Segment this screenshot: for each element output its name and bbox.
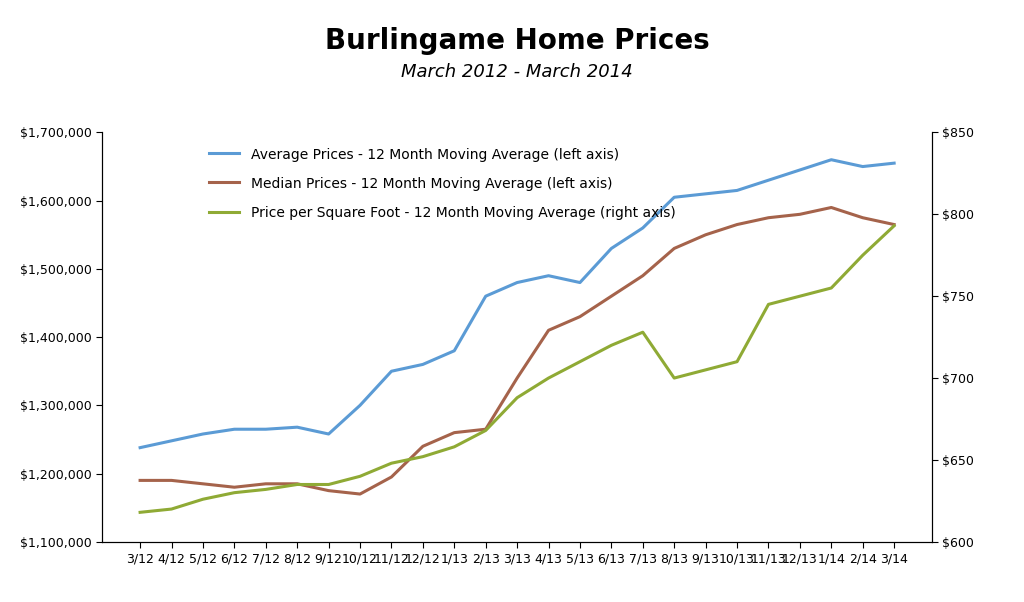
Average Prices - 12 Month Moving Average (left axis) xyxy=(354,402,367,409)
Median Prices - 12 Month Moving Average (left axis) xyxy=(260,480,272,488)
Average Prices - 12 Month Moving Average (left axis) xyxy=(543,272,555,279)
Price per Square Foot - 12 Month Moving Average (right axis) xyxy=(857,252,869,259)
Average Prices - 12 Month Moving Average (left axis) xyxy=(197,430,209,438)
Median Prices - 12 Month Moving Average (left axis) xyxy=(605,293,617,300)
Price per Square Foot - 12 Month Moving Average (right axis) xyxy=(605,342,617,349)
Price per Square Foot - 12 Month Moving Average (right axis) xyxy=(511,394,523,402)
Median Prices - 12 Month Moving Average (left axis) xyxy=(731,221,743,228)
Median Prices - 12 Month Moving Average (left axis) xyxy=(228,483,241,491)
Median Prices - 12 Month Moving Average (left axis) xyxy=(794,211,806,218)
Price per Square Foot - 12 Month Moving Average (right axis) xyxy=(637,329,649,336)
Average Prices - 12 Month Moving Average (left axis) xyxy=(857,163,869,170)
Average Prices - 12 Month Moving Average (left axis) xyxy=(449,347,461,355)
Median Prices - 12 Month Moving Average (left axis) xyxy=(197,480,209,488)
Price per Square Foot - 12 Month Moving Average (right axis) xyxy=(731,358,743,365)
Median Prices - 12 Month Moving Average (left axis) xyxy=(134,477,146,484)
Median Prices - 12 Month Moving Average (left axis) xyxy=(888,221,900,228)
Text: Burlingame Home Prices: Burlingame Home Prices xyxy=(325,27,710,55)
Median Prices - 12 Month Moving Average (left axis) xyxy=(668,245,680,252)
Price per Square Foot - 12 Month Moving Average (right axis) xyxy=(291,481,303,488)
Price per Square Foot - 12 Month Moving Average (right axis) xyxy=(166,506,178,513)
Legend: Average Prices - 12 Month Moving Average (left axis), Median Prices - 12 Month M: Average Prices - 12 Month Moving Average… xyxy=(209,147,675,220)
Text: March 2012 - March 2014: March 2012 - March 2014 xyxy=(401,63,633,81)
Median Prices - 12 Month Moving Average (left axis) xyxy=(449,429,461,436)
Average Prices - 12 Month Moving Average (left axis) xyxy=(637,225,649,232)
Average Prices - 12 Month Moving Average (left axis) xyxy=(385,368,397,375)
Average Prices - 12 Month Moving Average (left axis) xyxy=(417,361,429,368)
Median Prices - 12 Month Moving Average (left axis) xyxy=(762,214,774,222)
Line: Price per Square Foot - 12 Month Moving Average (right axis): Price per Square Foot - 12 Month Moving … xyxy=(140,226,894,512)
Line: Median Prices - 12 Month Moving Average (left axis): Median Prices - 12 Month Moving Average … xyxy=(140,208,894,494)
Price per Square Foot - 12 Month Moving Average (right axis) xyxy=(385,459,397,467)
Price per Square Foot - 12 Month Moving Average (right axis) xyxy=(228,489,241,496)
Average Prices - 12 Month Moving Average (left axis) xyxy=(323,430,335,438)
Average Prices - 12 Month Moving Average (left axis) xyxy=(668,194,680,201)
Median Prices - 12 Month Moving Average (left axis) xyxy=(511,374,523,382)
Average Prices - 12 Month Moving Average (left axis) xyxy=(228,426,241,433)
Price per Square Foot - 12 Month Moving Average (right axis) xyxy=(543,374,555,382)
Average Prices - 12 Month Moving Average (left axis) xyxy=(573,279,586,286)
Median Prices - 12 Month Moving Average (left axis) xyxy=(166,477,178,484)
Price per Square Foot - 12 Month Moving Average (right axis) xyxy=(794,293,806,300)
Average Prices - 12 Month Moving Average (left axis) xyxy=(511,279,523,286)
Price per Square Foot - 12 Month Moving Average (right axis) xyxy=(449,443,461,450)
Price per Square Foot - 12 Month Moving Average (right axis) xyxy=(197,495,209,503)
Price per Square Foot - 12 Month Moving Average (right axis) xyxy=(354,473,367,480)
Median Prices - 12 Month Moving Average (left axis) xyxy=(857,214,869,222)
Price per Square Foot - 12 Month Moving Average (right axis) xyxy=(762,301,774,308)
Price per Square Foot - 12 Month Moving Average (right axis) xyxy=(479,427,492,434)
Average Prices - 12 Month Moving Average (left axis) xyxy=(794,166,806,173)
Median Prices - 12 Month Moving Average (left axis) xyxy=(479,426,492,433)
Average Prices - 12 Month Moving Average (left axis) xyxy=(825,156,838,163)
Median Prices - 12 Month Moving Average (left axis) xyxy=(417,442,429,450)
Median Prices - 12 Month Moving Average (left axis) xyxy=(323,487,335,494)
Average Prices - 12 Month Moving Average (left axis) xyxy=(762,176,774,184)
Price per Square Foot - 12 Month Moving Average (right axis) xyxy=(417,453,429,461)
Average Prices - 12 Month Moving Average (left axis) xyxy=(731,187,743,194)
Average Prices - 12 Month Moving Average (left axis) xyxy=(166,437,178,444)
Average Prices - 12 Month Moving Average (left axis) xyxy=(479,293,492,300)
Line: Average Prices - 12 Month Moving Average (left axis): Average Prices - 12 Month Moving Average… xyxy=(140,160,894,448)
Price per Square Foot - 12 Month Moving Average (right axis) xyxy=(260,486,272,493)
Median Prices - 12 Month Moving Average (left axis) xyxy=(385,473,397,480)
Price per Square Foot - 12 Month Moving Average (right axis) xyxy=(134,509,146,516)
Price per Square Foot - 12 Month Moving Average (right axis) xyxy=(888,222,900,229)
Price per Square Foot - 12 Month Moving Average (right axis) xyxy=(323,481,335,488)
Median Prices - 12 Month Moving Average (left axis) xyxy=(825,204,838,211)
Median Prices - 12 Month Moving Average (left axis) xyxy=(291,480,303,488)
Price per Square Foot - 12 Month Moving Average (right axis) xyxy=(825,284,838,291)
Average Prices - 12 Month Moving Average (left axis) xyxy=(605,245,617,252)
Median Prices - 12 Month Moving Average (left axis) xyxy=(637,272,649,279)
Average Prices - 12 Month Moving Average (left axis) xyxy=(888,160,900,167)
Median Prices - 12 Month Moving Average (left axis) xyxy=(543,327,555,334)
Median Prices - 12 Month Moving Average (left axis) xyxy=(573,313,586,320)
Average Prices - 12 Month Moving Average (left axis) xyxy=(291,424,303,431)
Price per Square Foot - 12 Month Moving Average (right axis) xyxy=(573,358,586,365)
Median Prices - 12 Month Moving Average (left axis) xyxy=(699,231,712,238)
Average Prices - 12 Month Moving Average (left axis) xyxy=(134,444,146,452)
Median Prices - 12 Month Moving Average (left axis) xyxy=(354,491,367,498)
Price per Square Foot - 12 Month Moving Average (right axis) xyxy=(668,374,680,382)
Average Prices - 12 Month Moving Average (left axis) xyxy=(260,426,272,433)
Average Prices - 12 Month Moving Average (left axis) xyxy=(699,190,712,197)
Price per Square Foot - 12 Month Moving Average (right axis) xyxy=(699,366,712,373)
